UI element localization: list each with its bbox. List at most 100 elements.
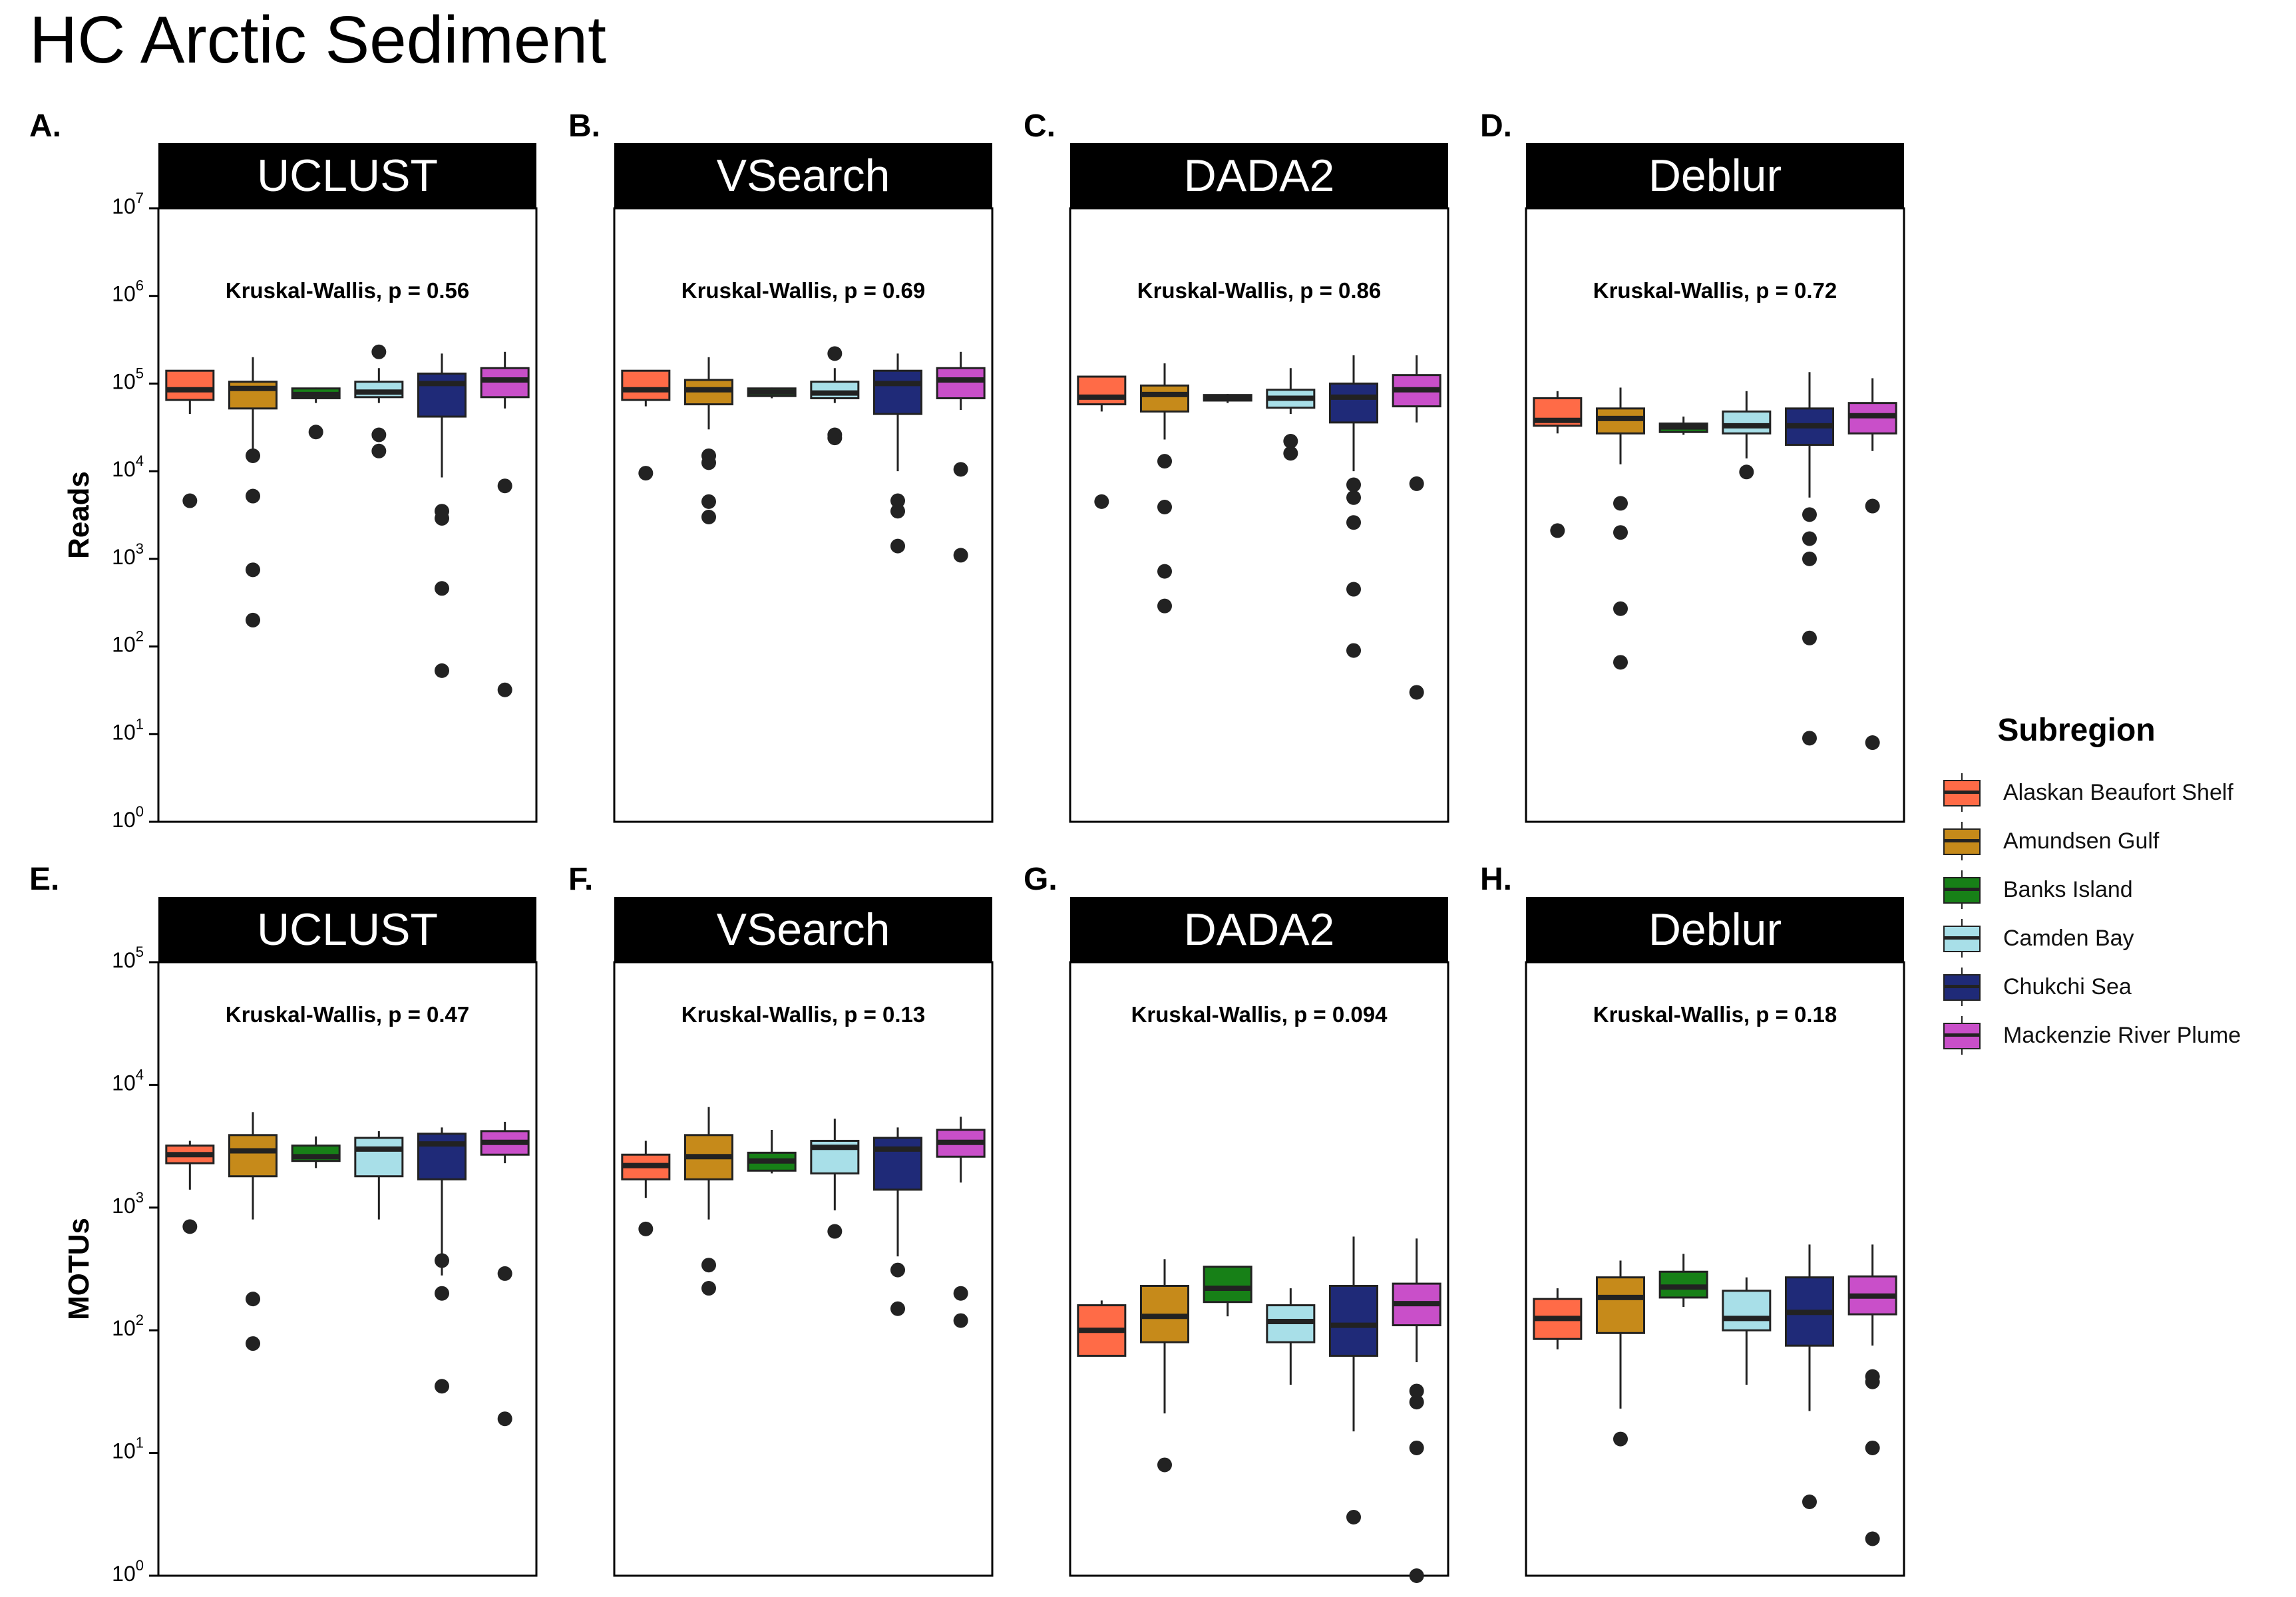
outlier-point: [497, 1266, 512, 1281]
outlier-point: [497, 478, 512, 494]
facet-strip-label: VSearch: [717, 150, 890, 201]
outlier-point: [1409, 1440, 1424, 1455]
outlier-point: [1613, 525, 1628, 540]
outlier-point: [827, 346, 843, 361]
outlier-point: [1802, 630, 1817, 645]
kruskal-wallis-annotation: Kruskal-Wallis, p = 0.56: [226, 278, 470, 303]
outlier-point: [1802, 507, 1817, 522]
box-amundsen-gulf: [1140, 384, 1189, 413]
legend: Subregion Alaskan Beaufort Shelf Amundsen…: [1943, 712, 2289, 1060]
outlier-point: [1865, 498, 1880, 514]
plot-panel: [613, 961, 994, 1577]
outlier-point: [246, 488, 260, 504]
outlier-point: [435, 581, 449, 596]
box-amundsen-gulf: [228, 1134, 278, 1178]
outlier-point: [371, 443, 387, 458]
legend-item: Alaskan Beaufort Shelf: [1943, 769, 2289, 817]
outlier-point: [246, 612, 260, 627]
outlier-point: [1346, 643, 1361, 658]
kruskal-wallis-annotation: Kruskal-Wallis, p = 0.69: [681, 278, 926, 303]
outlier-point: [1739, 464, 1754, 480]
outlier-point: [1157, 454, 1172, 469]
plot-panel: [1525, 207, 1905, 823]
y-tick-label: 100: [112, 1557, 144, 1586]
box-mackenzie-river-plume: [480, 367, 530, 399]
facet-strip-label: Deblur: [1648, 150, 1782, 201]
legend-label: Banks Island: [2003, 877, 2133, 902]
legend-item: Banks Island: [1943, 866, 2289, 914]
outlier-point: [890, 538, 905, 554]
legend-item: Camden Bay: [1943, 914, 2289, 963]
y-tick-label: 101: [112, 1435, 144, 1463]
box-alaskan-beaufort-shelf: [165, 369, 215, 401]
facet-strip: [158, 897, 536, 962]
outlier-point: [1802, 1494, 1817, 1509]
y-tick-label: 104: [112, 452, 144, 481]
box-chukchi-sea: [1329, 382, 1378, 424]
y-tick-label: 102: [112, 628, 144, 657]
legend-key: [1943, 967, 1981, 1006]
y-tick-label: 107: [112, 190, 144, 218]
facet-strip-label: UCLUST: [257, 904, 438, 955]
kruskal-wallis-annotation: Kruskal-Wallis, p = 0.86: [1137, 278, 1382, 303]
y-axis-label: Reads: [63, 471, 95, 559]
y-tick-label: 103: [112, 1189, 144, 1218]
legend-item: Mackenzie River Plume: [1943, 1011, 2289, 1060]
outlier-point: [1613, 655, 1628, 670]
outlier-point: [1157, 500, 1172, 515]
legend-item: Chukchi Sea: [1943, 963, 2289, 1011]
legend-key: [1943, 870, 1981, 909]
outlier-point: [435, 1286, 449, 1301]
legend-label: Amundsen Gulf: [2003, 828, 2160, 854]
y-tick-label: 106: [112, 277, 144, 306]
outlier-point: [890, 493, 905, 508]
box-amundsen-gulf: [228, 381, 278, 410]
facet-strip: [1526, 143, 1904, 208]
outlier-point: [890, 504, 905, 519]
outlier-point: [1157, 564, 1172, 579]
kruskal-wallis-annotation: Kruskal-Wallis, p = 0.094: [1131, 1002, 1388, 1027]
legend-label: Alaskan Beaufort Shelf: [2003, 780, 2233, 805]
panel-label: B.: [568, 108, 600, 144]
plot-panel: [613, 207, 994, 823]
outlier-point: [1409, 476, 1424, 491]
outlier-point: [1802, 531, 1817, 546]
outlier-point: [1283, 446, 1298, 461]
y-tick-label: 101: [112, 715, 144, 744]
y-tick-label: 105: [112, 944, 144, 972]
box-chukchi-sea: [873, 1137, 922, 1191]
kruskal-wallis-annotation: Kruskal-Wallis, p = 0.72: [1593, 278, 1837, 303]
panel-label: F.: [568, 862, 593, 897]
outlier-point: [182, 1219, 198, 1234]
outlier-point: [1409, 1395, 1424, 1410]
legend-item: Amundsen Gulf: [1943, 817, 2289, 866]
outlier-point: [1409, 1383, 1424, 1399]
plot-panel: [1069, 207, 1449, 823]
legend-key: [1943, 918, 1981, 958]
outlier-point: [1802, 551, 1817, 566]
legend-label: Mackenzie River Plume: [2003, 1023, 2241, 1048]
outlier-point: [953, 1313, 968, 1328]
outlier-point: [1346, 582, 1361, 597]
y-tick-label: 105: [112, 365, 144, 393]
outlier-point: [953, 1286, 968, 1301]
y-tick-label: 103: [112, 540, 144, 569]
outlier-point: [1550, 523, 1565, 538]
outlier-point: [435, 1253, 449, 1268]
outlier-point: [1346, 515, 1361, 530]
outlier-point: [1283, 434, 1298, 449]
outlier-point: [1613, 601, 1628, 616]
outlier-point: [701, 1258, 716, 1273]
outlier-point: [246, 448, 260, 463]
kruskal-wallis-annotation: Kruskal-Wallis, p = 0.47: [226, 1002, 470, 1027]
box-camden-bay: [1722, 410, 1772, 435]
panel-label: C.: [1024, 108, 1055, 144]
outlier-point: [1865, 1440, 1880, 1455]
facet-strip: [158, 143, 536, 208]
outlier-point: [1157, 1457, 1172, 1473]
kruskal-wallis-annotation: Kruskal-Wallis, p = 0.13: [681, 1002, 926, 1027]
outlier-point: [1613, 496, 1628, 511]
outlier-point: [435, 663, 449, 678]
box-amundsen-gulf: [1596, 1276, 1645, 1334]
box-alaskan-beaufort-shelf: [621, 369, 671, 401]
